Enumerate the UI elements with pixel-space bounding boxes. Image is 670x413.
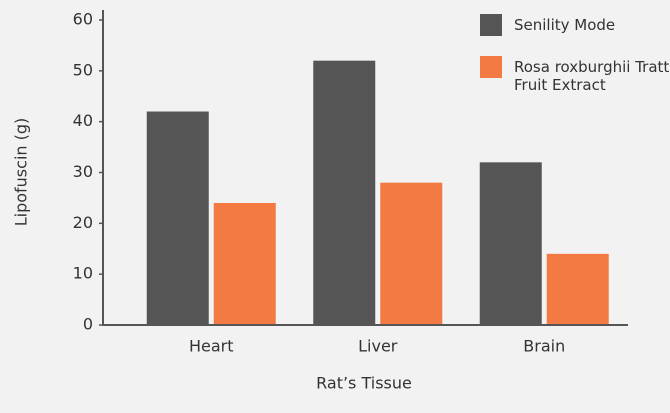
bar <box>213 203 276 325</box>
y-tick-label: 40 <box>73 111 93 130</box>
y-tick-label: 0 <box>83 315 93 334</box>
y-tick-label: 20 <box>73 213 93 232</box>
x-tick-label: Heart <box>189 337 234 356</box>
x-tick-label: Liver <box>358 337 398 356</box>
legend-label: Rosa roxburghii Tratt Fruit Extract <box>514 58 670 94</box>
y-tick-label: 60 <box>73 10 93 29</box>
y-tick-label: 50 <box>73 60 93 79</box>
y-axis-label: Lipofuscin (g) <box>12 118 31 227</box>
legend-swatch <box>480 14 502 36</box>
bar <box>313 60 376 326</box>
y-tick-label: 10 <box>73 264 93 283</box>
x-axis-label: Rat’s Tissue <box>316 374 412 393</box>
bar <box>479 162 542 325</box>
bar <box>546 253 609 325</box>
bar <box>380 182 443 325</box>
legend-swatch <box>480 56 502 78</box>
legend-label: Senility Mode <box>514 16 616 34</box>
bar <box>146 111 209 325</box>
y-tick-label: 30 <box>73 162 93 181</box>
x-tick-label: Brain <box>523 337 565 356</box>
